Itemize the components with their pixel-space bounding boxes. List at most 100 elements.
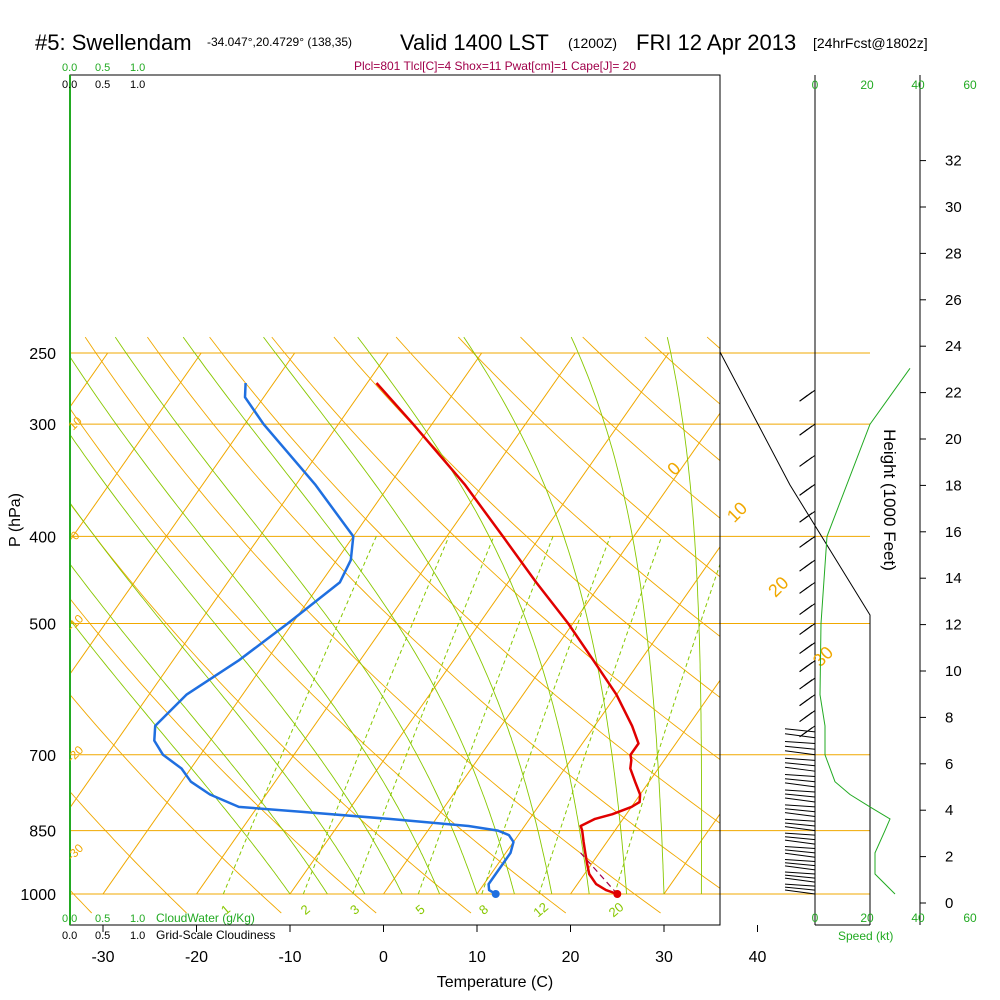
wind-barb-staff bbox=[784, 862, 816, 867]
isotherm-label-4: -30 bbox=[64, 841, 86, 863]
wind-barb-staff bbox=[784, 812, 816, 818]
forecast-date: FRI 12 Apr 2013 bbox=[636, 30, 796, 55]
isotherm-line bbox=[289, 352, 670, 895]
dry-adiabat bbox=[769, 337, 1000, 913]
wind-barb-feather bbox=[803, 391, 813, 399]
wind-barb-staff bbox=[784, 859, 816, 862]
mixing-ratio-label-3: 3 bbox=[347, 902, 362, 918]
mixing-ratio-line bbox=[222, 536, 377, 895]
wind-barb-feather bbox=[803, 643, 813, 651]
cloud-scale-top-green-1: 0.5 bbox=[95, 62, 110, 74]
height-axis-title: Height (1000 Feet) bbox=[880, 429, 899, 571]
height-tick-label-28: 28 bbox=[945, 245, 962, 262]
mixing-ratio-label-12: 12 bbox=[530, 899, 551, 920]
wind-barb-staff bbox=[784, 886, 816, 891]
wind-barb-feather bbox=[803, 604, 813, 612]
height-tick-label-26: 26 bbox=[945, 292, 962, 309]
height-tick-label-6: 6 bbox=[945, 756, 953, 773]
isotherm-line bbox=[851, 353, 1000, 894]
cloud-scale-top-black-0: 0.0 bbox=[62, 79, 77, 91]
pressure-tick-label-700: 700 bbox=[29, 748, 56, 765]
dry-adiabat bbox=[956, 337, 1000, 913]
wind-barb-staff bbox=[784, 762, 816, 767]
axes: -30 -20 -10 0 10 20 30 402503004005007008501000… bbox=[20, 78, 977, 966]
wind-barb-staff bbox=[784, 818, 816, 822]
speed-tick-bottom-20: 20 bbox=[860, 911, 874, 925]
x-tick-label-10: 10 bbox=[468, 949, 486, 966]
wind-barb-staff bbox=[784, 757, 816, 761]
moist-adiabat bbox=[263, 336, 553, 895]
height-tick-label-20: 20 bbox=[945, 431, 962, 448]
dry-adiabat bbox=[84, 336, 661, 914]
dry-adiabat bbox=[147, 336, 720, 889]
wind-barb-staff bbox=[784, 797, 816, 803]
dry-adiabat bbox=[70, 598, 377, 914]
x-tick-label-40: 40 bbox=[749, 949, 767, 966]
isotherm-line bbox=[70, 352, 389, 809]
wind-barb-staff bbox=[784, 849, 816, 854]
wind-barb-staff bbox=[784, 832, 816, 836]
isotherm-line bbox=[102, 352, 483, 895]
mixing-ratio-line bbox=[352, 536, 495, 895]
wind-barb-staff bbox=[784, 877, 816, 883]
height-tick-label-30: 30 bbox=[945, 199, 962, 216]
moist-adiabat bbox=[463, 336, 628, 895]
cloud-scale-bottom-green-2: 1.0 bbox=[130, 913, 145, 925]
moist-adiabat bbox=[739, 337, 752, 894]
height-tick-label-4: 4 bbox=[945, 802, 953, 819]
mixing-ratio-labels: 1 2 3 5 8 12 20 bbox=[218, 899, 627, 920]
height-tick-label-18: 18 bbox=[945, 477, 962, 494]
wind-barb-staff bbox=[784, 793, 816, 798]
wind-barb-staff bbox=[784, 782, 816, 788]
wind-barb-staff bbox=[784, 750, 816, 756]
cloud-scale-bottom: 0.0 0.5 1.0 CloudWater (g/Kg) 0.0 0.5 1.… bbox=[62, 911, 275, 942]
wind-barb-staff bbox=[784, 846, 816, 850]
wind-barb-feather bbox=[803, 512, 813, 520]
background-lines bbox=[70, 336, 1000, 914]
moist-adiabat bbox=[70, 356, 441, 895]
x-tick-label--10: -10 bbox=[278, 949, 301, 966]
cloud-scale-bottom-black-0: 0.0 bbox=[62, 930, 77, 942]
mixing-ratio-label-2: 2 bbox=[298, 902, 313, 918]
station-coords: -34.047°,20.4729° (138,35) bbox=[207, 35, 352, 49]
mixing-ratio-line bbox=[481, 536, 611, 895]
wind-barb-staff bbox=[784, 836, 816, 841]
pressure-tick-label-1000: 1000 bbox=[20, 887, 56, 904]
dry-adiabat bbox=[70, 693, 282, 914]
mixing-ratio-line bbox=[417, 536, 554, 895]
wind-barb-staff bbox=[784, 865, 816, 871]
pressure-tick-label-250: 250 bbox=[29, 346, 56, 363]
mixing-ratio-line bbox=[614, 562, 720, 895]
dry-adiabat bbox=[333, 336, 720, 698]
moist-adiabat bbox=[357, 336, 590, 895]
cloud-scale-bottom-black-1: 0.5 bbox=[95, 930, 110, 942]
x-axis-title: Temperature (C) bbox=[437, 974, 553, 991]
sounding-profiles bbox=[153, 382, 642, 898]
wind-barb-staff bbox=[784, 733, 816, 739]
isotherm-label-7: 20 bbox=[764, 573, 792, 601]
height-tick-label-16: 16 bbox=[945, 524, 962, 541]
isotherm-line bbox=[70, 352, 202, 542]
isotherm-line bbox=[476, 545, 720, 895]
isotherm-line bbox=[570, 679, 720, 895]
x-tick-label--20: -20 bbox=[185, 949, 208, 966]
plot-frame bbox=[69, 74, 721, 926]
moist-adiabat bbox=[570, 336, 665, 895]
height-tick-label-12: 12 bbox=[945, 617, 962, 634]
wind-barb-staff bbox=[784, 889, 816, 895]
height-tick-label-14: 14 bbox=[945, 570, 962, 587]
height-tick-label-2: 2 bbox=[945, 849, 953, 866]
wind-barb-feather bbox=[803, 711, 813, 719]
dry-adiabat bbox=[70, 790, 187, 914]
cloud-scale-top-green-2: 1.0 bbox=[130, 62, 145, 74]
surface-temperature-dot bbox=[613, 890, 622, 898]
wind-barb-feather bbox=[803, 425, 813, 433]
speed-tick-top-60: 60 bbox=[963, 78, 977, 92]
terrain-boundary bbox=[719, 351, 871, 925]
wind-barb-staff bbox=[784, 874, 816, 879]
right-panel-lines bbox=[720, 352, 870, 895]
height-tick-label-22: 22 bbox=[945, 385, 962, 402]
moist-adiabat bbox=[70, 563, 328, 895]
moist-adiabat bbox=[70, 502, 366, 895]
